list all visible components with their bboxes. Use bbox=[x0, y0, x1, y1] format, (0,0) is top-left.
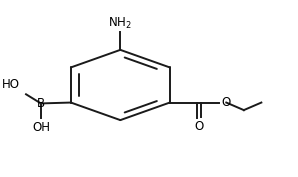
Text: B: B bbox=[37, 97, 45, 110]
Text: HO: HO bbox=[2, 78, 20, 91]
Text: NH$_2$: NH$_2$ bbox=[108, 16, 132, 32]
Text: O: O bbox=[194, 120, 203, 133]
Text: OH: OH bbox=[32, 121, 50, 134]
Text: O: O bbox=[222, 96, 231, 109]
